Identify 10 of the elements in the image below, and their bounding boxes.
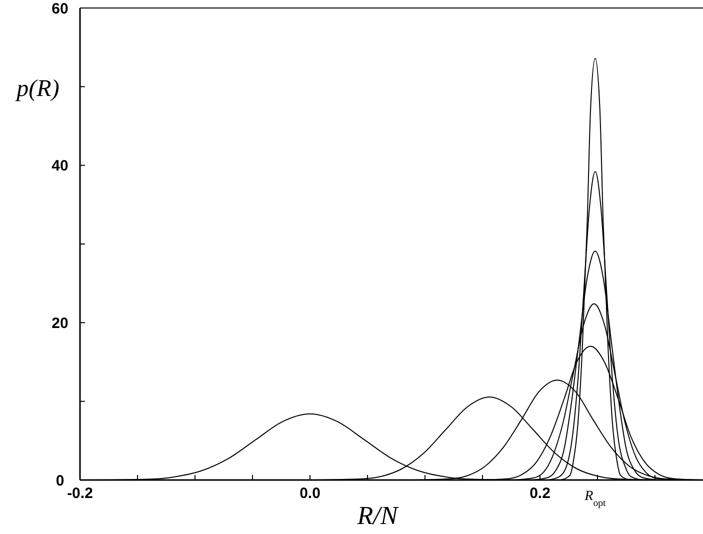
x-tick-label: -0.2: [67, 485, 93, 502]
y-tick-label: 0: [56, 472, 64, 490]
x-tick-label: 0.2: [530, 485, 550, 502]
x-tick-label: 0.0: [300, 485, 320, 502]
y-axis-title: p(R): [14, 76, 60, 102]
y-tick-label: 40: [52, 158, 68, 175]
y-tick-label: 20: [52, 314, 68, 332]
y-tick-label: 60: [52, 0, 68, 18]
annotation: R$_{opt}$: [584, 489, 606, 508]
x-axis-title: R/N: [356, 501, 400, 530]
